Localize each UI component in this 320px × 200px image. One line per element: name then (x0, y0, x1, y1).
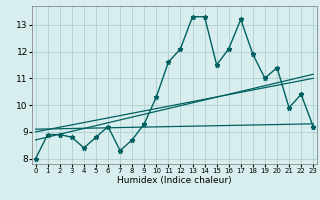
X-axis label: Humidex (Indice chaleur): Humidex (Indice chaleur) (117, 176, 232, 185)
